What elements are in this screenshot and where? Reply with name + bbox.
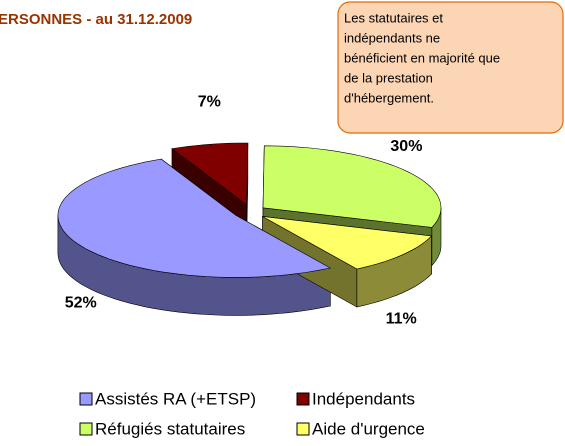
legend-swatch: [296, 392, 310, 406]
slice: [262, 145, 442, 228]
legend-swatch: [79, 422, 93, 436]
annotation-line: de la prestation: [344, 70, 433, 85]
annotation-line: Les statutaires et: [344, 10, 443, 25]
legend-label: Aide d'urgence: [312, 419, 425, 438]
pie: 52% 7% 30% 11%: [57, 94, 442, 327]
annotation-line: d'hébergement.: [344, 90, 434, 105]
data-label: 30%: [390, 138, 422, 155]
slice: [57, 158, 332, 278]
slice: [262, 216, 433, 270]
annotation-line: bénéficient en majorité que: [344, 50, 500, 65]
annotation-box: [337, 1, 564, 134]
data-label: 52%: [65, 294, 97, 311]
legend-swatch: [296, 422, 310, 436]
slice: [171, 142, 249, 206]
data-label: 7%: [198, 94, 221, 111]
annotation: Les statutaires et indépendants ne bénéfic…: [344, 10, 500, 105]
annotation-line: indépendants ne: [344, 30, 440, 45]
legend-swatch: [79, 392, 93, 406]
legend: Assistés RA (+ETSP) Indépendants Réfugiés …: [79, 389, 425, 438]
legend-label: Assistés RA (+ETSP): [95, 389, 256, 408]
legend-label: Réfugiés statutaires: [95, 419, 245, 438]
chart-title: ERSONNES - au 31.12.2009: [0, 11, 192, 28]
legend-label: Indépendants: [312, 389, 415, 408]
data-label: 11%: [386, 310, 417, 327]
